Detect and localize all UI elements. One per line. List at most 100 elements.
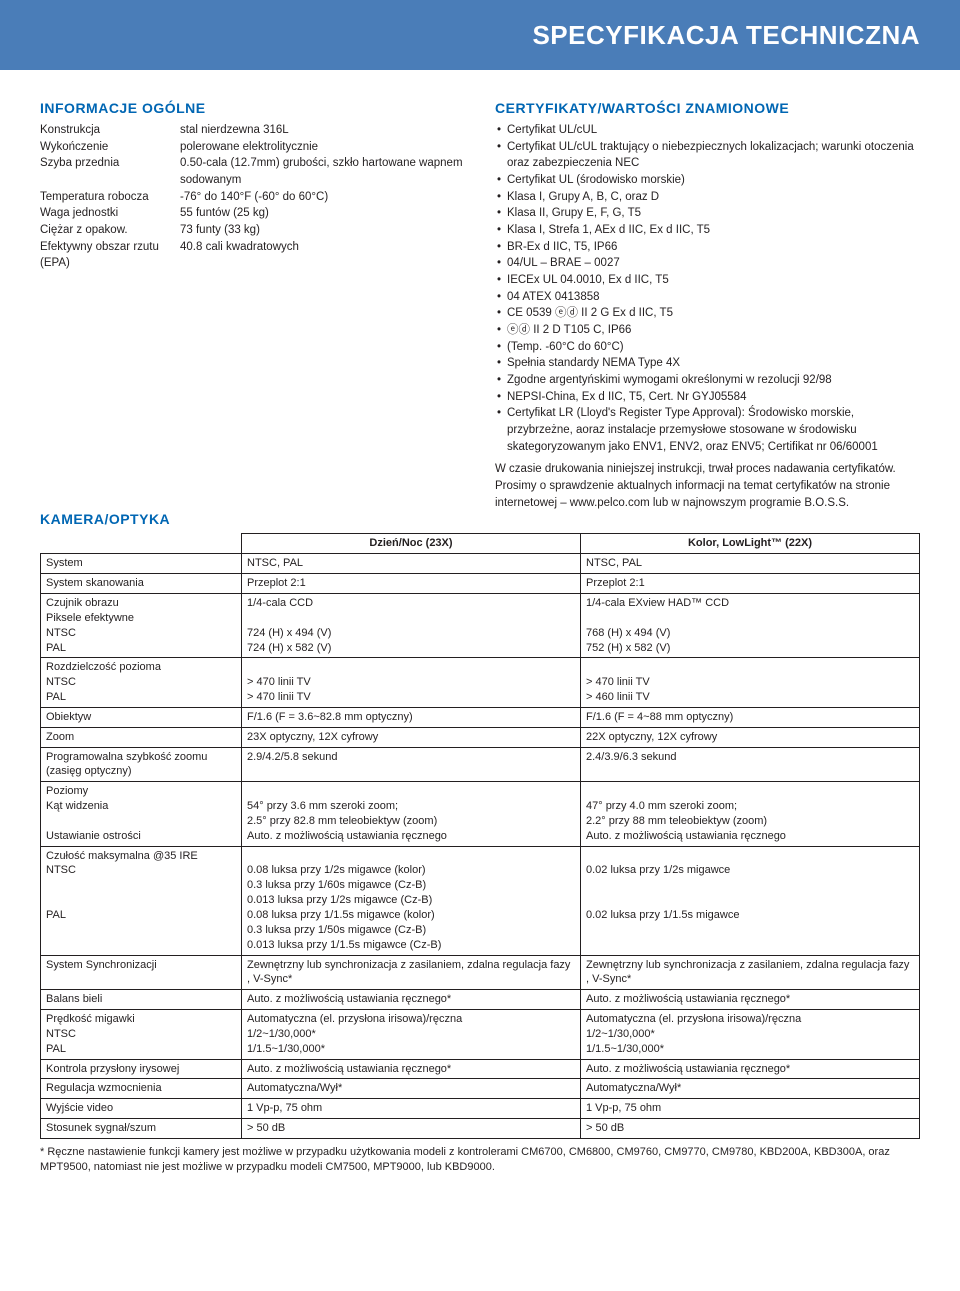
general-row: Wykończeniepolerowane elektrolitycznie bbox=[40, 139, 465, 156]
row-col2: NTSC, PAL bbox=[581, 554, 920, 574]
top-columns: INFORMACJE OGÓLNE Konstrukcjastal nierdz… bbox=[40, 100, 920, 511]
general-rows: Konstrukcjastal nierdzewna 316LWykończen… bbox=[40, 122, 465, 272]
general-value: stal nierdzewna 316L bbox=[180, 122, 465, 139]
table-row: Wyjście video1 Vp-p, 75 ohm1 Vp-p, 75 oh… bbox=[41, 1099, 920, 1119]
row-col2: Zewnętrzny lub synchronizacja z zasilani… bbox=[581, 955, 920, 990]
row-label: System Synchronizacji bbox=[41, 955, 242, 990]
general-value: 73 funty (33 kg) bbox=[180, 222, 465, 239]
cert-item: Certyfikat UL (środowisko morskie) bbox=[495, 172, 920, 189]
row-label: System skanowania bbox=[41, 574, 242, 594]
general-row: Ciężar z opakow.73 funty (33 kg) bbox=[40, 222, 465, 239]
table-row: Balans bieliAuto. z możliwością ustawian… bbox=[41, 990, 920, 1010]
row-label: Obiektyw bbox=[41, 707, 242, 727]
table-row: Rozdzielczość pozioma NTSC PAL > 470 lin… bbox=[41, 658, 920, 708]
cert-item: 04 ATEX 0413858 bbox=[495, 289, 920, 306]
cert-item: BR-Ex d IIC, T5, IP66 bbox=[495, 239, 920, 256]
col-daynight: Dzień/Noc (23X) bbox=[242, 534, 581, 554]
row-col1: 1 Vp-p, 75 ohm bbox=[242, 1099, 581, 1119]
row-col1: > 470 linii TV > 470 linii TV bbox=[242, 658, 581, 708]
general-key: Waga jednostki bbox=[40, 205, 180, 222]
table-row: Stosunek sygnał/szum> 50 dB> 50 dB bbox=[41, 1119, 920, 1139]
row-col1: Automatyczna (el. przysłona irisowa)/ręc… bbox=[242, 1010, 581, 1060]
row-col1: NTSC, PAL bbox=[242, 554, 581, 574]
cert-item: NEPSI-China, Ex d IIC, T5, Cert. Nr GYJ0… bbox=[495, 389, 920, 406]
certs-heading: CERTYFIKATY/WARTOŚCI ZNAMIONOWE bbox=[495, 100, 920, 116]
cert-item: Zgodne argentyńskimi wymogami określonym… bbox=[495, 372, 920, 389]
row-col2: > 50 dB bbox=[581, 1119, 920, 1139]
row-label: Rozdzielczość pozioma NTSC PAL bbox=[41, 658, 242, 708]
general-value: 40.8 cali kwadratowych bbox=[180, 239, 465, 272]
table-row: Zoom23X optyczny, 12X cyfrowy22X optyczn… bbox=[41, 727, 920, 747]
cert-item: Klasa I, Grupy A, B, C, oraz D bbox=[495, 189, 920, 206]
row-label: Zoom bbox=[41, 727, 242, 747]
page-title: SPECYFIKACJA TECHNICZNA bbox=[532, 20, 920, 51]
row-col2: Automatyczna/Wył* bbox=[581, 1079, 920, 1099]
table-header-row: Dzień/Noc (23X) Kolor, LowLight™ (22X) bbox=[41, 534, 920, 554]
row-col1: Zewnętrzny lub synchronizacja z zasilani… bbox=[242, 955, 581, 990]
table-row: System skanowaniaPrzeplot 2:1Przeplot 2:… bbox=[41, 574, 920, 594]
row-col2: 22X optyczny, 12X cyfrowy bbox=[581, 727, 920, 747]
row-col2: > 470 linii TV > 460 linii TV bbox=[581, 658, 920, 708]
certs-note: W czasie drukowania niniejszej instrukcj… bbox=[495, 461, 920, 511]
row-col1: 23X optyczny, 12X cyfrowy bbox=[242, 727, 581, 747]
certs-column: CERTYFIKATY/WARTOŚCI ZNAMIONOWE Certyfik… bbox=[495, 100, 920, 511]
general-row: Temperatura robocza-76° do 140°F (-60° d… bbox=[40, 189, 465, 206]
row-label: Balans bieli bbox=[41, 990, 242, 1010]
row-col1: 0.08 luksa przy 1/2s migawce (kolor) 0.3… bbox=[242, 846, 581, 955]
certs-list: Certyfikat UL/cULCertyfikat UL/cUL trakt… bbox=[495, 122, 920, 455]
row-col1: 54° przy 3.6 mm szeroki zoom; 2.5° przy … bbox=[242, 782, 581, 846]
row-col1: Auto. z możliwością ustawiania ręcznego* bbox=[242, 1059, 581, 1079]
col-lowlight: Kolor, LowLight™ (22X) bbox=[581, 534, 920, 554]
row-label: Regulacja wzmocnienia bbox=[41, 1079, 242, 1099]
general-key: Konstrukcja bbox=[40, 122, 180, 139]
row-label: Czujnik obrazu Piksele efektywne NTSC PA… bbox=[41, 593, 242, 657]
table-row: Kontrola przysłony irysowejAuto. z możli… bbox=[41, 1059, 920, 1079]
general-value: 55 funtów (25 kg) bbox=[180, 205, 465, 222]
general-key: Szyba przednia bbox=[40, 155, 180, 188]
general-info-column: INFORMACJE OGÓLNE Konstrukcjastal nierdz… bbox=[40, 100, 465, 511]
camera-footnote: * Ręczne nastawienie funkcji kamery jest… bbox=[40, 1145, 920, 1175]
general-row: Szyba przednia0.50-cala (12.7mm) grubośc… bbox=[40, 155, 465, 188]
cert-item: ⓔⓓ II 2 D T105 C, IP66 bbox=[495, 322, 920, 339]
page-header: SPECYFIKACJA TECHNICZNA bbox=[0, 0, 960, 70]
page-content: INFORMACJE OGÓLNE Konstrukcjastal nierdz… bbox=[0, 70, 960, 1195]
general-value: polerowane elektrolitycznie bbox=[180, 139, 465, 156]
row-col1: 1/4-cala CCD 724 (H) x 494 (V) 724 (H) x… bbox=[242, 593, 581, 657]
table-row: System SynchronizacjiZewnętrzny lub sync… bbox=[41, 955, 920, 990]
cert-item: IECEx UL 04.0010, Ex d IIC, T5 bbox=[495, 272, 920, 289]
general-row: Waga jednostki55 funtów (25 kg) bbox=[40, 205, 465, 222]
general-key: Efektywny obszar rzutu (EPA) bbox=[40, 239, 180, 272]
row-col2: Auto. z możliwością ustawiania ręcznego* bbox=[581, 1059, 920, 1079]
row-col2: Przeplot 2:1 bbox=[581, 574, 920, 594]
general-value: -76° do 140°F (-60° do 60°C) bbox=[180, 189, 465, 206]
general-row: Efektywny obszar rzutu (EPA)40.8 cali kw… bbox=[40, 239, 465, 272]
cert-item: 04/UL – BRAE – 0027 bbox=[495, 255, 920, 272]
camera-heading: KAMERA/OPTYKA bbox=[40, 511, 920, 527]
row-col2: Automatyczna (el. przysłona irisowa)/ręc… bbox=[581, 1010, 920, 1060]
row-label: Programowalna szybkość zoomu (zasięg opt… bbox=[41, 747, 242, 782]
row-label: Wyjście video bbox=[41, 1099, 242, 1119]
row-col1: 2.9/4.2/5.8 sekund bbox=[242, 747, 581, 782]
table-row: Programowalna szybkość zoomu (zasięg opt… bbox=[41, 747, 920, 782]
row-label: Kontrola przysłony irysowej bbox=[41, 1059, 242, 1079]
row-col1: Auto. z możliwością ustawiania ręcznego* bbox=[242, 990, 581, 1010]
row-col2: 1 Vp-p, 75 ohm bbox=[581, 1099, 920, 1119]
row-col2: 1/4-cala EXview HAD™ CCD 768 (H) x 494 (… bbox=[581, 593, 920, 657]
cert-item: CE 0539 ⓔⓓ II 2 G Ex d IIC, T5 bbox=[495, 305, 920, 322]
general-key: Ciężar z opakow. bbox=[40, 222, 180, 239]
table-row: SystemNTSC, PALNTSC, PAL bbox=[41, 554, 920, 574]
table-row: ObiektywF/1.6 (F = 3.6~82.8 mm optyczny)… bbox=[41, 707, 920, 727]
row-col1: F/1.6 (F = 3.6~82.8 mm optyczny) bbox=[242, 707, 581, 727]
cert-item: Klasa I, Strefa 1, AEx d IIC, Ex d IIC, … bbox=[495, 222, 920, 239]
col-blank bbox=[41, 534, 242, 554]
general-heading: INFORMACJE OGÓLNE bbox=[40, 100, 465, 116]
row-col2: 47° przy 4.0 mm szeroki zoom; 2.2° przy … bbox=[581, 782, 920, 846]
general-row: Konstrukcjastal nierdzewna 316L bbox=[40, 122, 465, 139]
row-col2: 0.02 luksa przy 1/2s migawce 0.02 luksa … bbox=[581, 846, 920, 955]
table-row: Czujnik obrazu Piksele efektywne NTSC PA… bbox=[41, 593, 920, 657]
table-row: Prędkość migawki NTSC PALAutomatyczna (e… bbox=[41, 1010, 920, 1060]
row-col2: Auto. z możliwością ustawiania ręcznego* bbox=[581, 990, 920, 1010]
row-label: System bbox=[41, 554, 242, 574]
cert-item: Certyfikat UL/cUL traktujący o niebezpie… bbox=[495, 139, 920, 172]
table-row: Regulacja wzmocnieniaAutomatyczna/Wył*Au… bbox=[41, 1079, 920, 1099]
